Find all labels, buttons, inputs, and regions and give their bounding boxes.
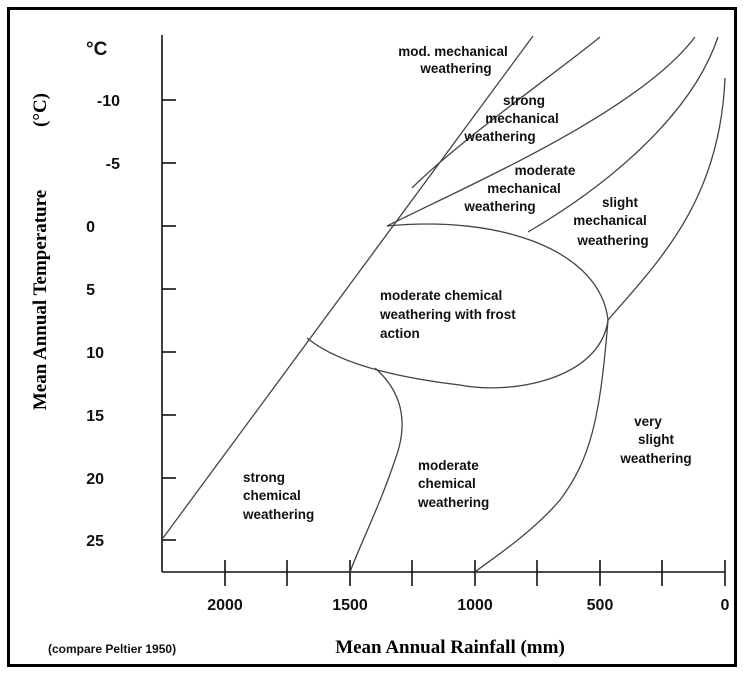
zone-mod-mechanical: mod. mechanical weathering: [398, 44, 508, 76]
x-tick-label: 2000: [207, 597, 243, 614]
y-tick-label: 20: [86, 471, 104, 488]
diagram-frame: -10 -5 0 5 10 15 20 25 °C Mean Annual Te…: [7, 7, 737, 667]
zone-line: strong: [243, 470, 285, 485]
diagonal-boundary: [162, 35, 534, 539]
zone-line: action: [380, 326, 420, 341]
y-tick-label: 5: [86, 282, 95, 299]
zone-line: mechanical: [487, 181, 561, 196]
zone-line: mechanical: [573, 213, 647, 228]
y-tick-label: -10: [97, 93, 120, 110]
zone-line: weathering: [619, 451, 691, 466]
y-axis-title: Mean Annual Temperature: [30, 190, 51, 410]
x-tick-label: 500: [587, 597, 614, 614]
zone-moderate-chemical: moderate chemical weathering: [417, 458, 489, 510]
y-axis-unit-title: (°C): [30, 93, 51, 127]
zone-line: chemical: [418, 476, 476, 491]
source-note: (compare Peltier 1950): [48, 642, 176, 656]
zone-very-slight: very slight weathering: [619, 414, 691, 466]
boundary-frost-action: [306, 223, 609, 389]
zone-line: mechanical: [485, 111, 559, 126]
boundary-strong-mod-mech: [411, 36, 601, 189]
zone-moderate-mechanical: moderate mechanical weathering: [463, 163, 576, 214]
y-unit-top: °C: [86, 39, 108, 60]
x-tick-label: 0: [721, 597, 730, 614]
zone-line: weathering with frost: [379, 307, 516, 322]
y-ticks: [162, 99, 176, 541]
zone-line: moderate: [418, 458, 479, 473]
x-ticks: [224, 560, 726, 586]
y-tick-label: 25: [86, 533, 104, 550]
zone-line: weathering: [419, 61, 491, 76]
zone-line: slight: [638, 432, 675, 447]
zone-line: weathering: [242, 507, 314, 522]
zone-line: slight: [602, 195, 639, 210]
y-tick-labels: -10 -5 0 5 10 15 20 25: [86, 93, 120, 550]
y-tick-label: -5: [106, 156, 120, 173]
boundary-very-slight: [474, 77, 726, 573]
boundary-chemical: [349, 367, 403, 573]
zone-line: moderate chemical: [380, 288, 502, 303]
x-tick-label: 1000: [457, 597, 493, 614]
x-tick-label: 1500: [332, 597, 368, 614]
zone-strong-chemical: strong chemical weathering: [242, 470, 314, 522]
y-tick-label: 10: [86, 345, 104, 362]
region-boundaries: [162, 35, 726, 573]
zone-line: mod. mechanical: [398, 44, 508, 59]
y-tick-label: 0: [86, 219, 95, 236]
boundary-slight-mech: [527, 36, 719, 233]
y-tick-label: 15: [86, 408, 104, 425]
x-axis-title: Mean Annual Rainfall (mm): [335, 637, 565, 658]
zone-line: weathering: [463, 129, 535, 144]
zone-line: strong: [503, 93, 545, 108]
zone-line: moderate: [515, 163, 576, 178]
zone-line: very: [634, 414, 662, 429]
zone-line: weathering: [576, 233, 648, 248]
zone-strong-mechanical: strong mechanical weathering: [463, 93, 558, 144]
x-tick-labels: 2000 1500 1000 500 0: [207, 597, 729, 614]
zone-line: chemical: [243, 488, 301, 503]
boundary-moderate-mech: [386, 36, 696, 227]
zone-line: weathering: [417, 495, 489, 510]
zone-chemical-frost: moderate chemical weathering with frost …: [379, 288, 516, 341]
zone-line: weathering: [463, 199, 535, 214]
zone-slight-mechanical: slight mechanical weathering: [573, 195, 648, 248]
